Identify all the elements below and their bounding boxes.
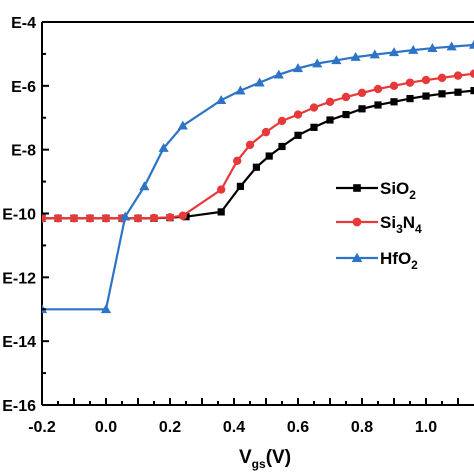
data-point	[165, 213, 175, 222]
data-point	[438, 90, 446, 98]
series-2	[42, 69, 474, 223]
data-point	[273, 69, 284, 79]
data-point	[422, 92, 430, 100]
data-point	[278, 142, 286, 151]
y-tick-label: E-16	[2, 398, 36, 415]
data-point	[233, 156, 242, 166]
data-point	[388, 47, 400, 57]
data-point	[293, 110, 303, 119]
data-point	[309, 103, 319, 112]
x-tick-label: 0.6	[287, 419, 309, 436]
data-point	[139, 181, 150, 191]
data-point	[427, 43, 438, 52]
data-point	[470, 87, 474, 95]
data-point	[342, 110, 350, 119]
data-point	[437, 73, 447, 83]
data-point	[261, 127, 271, 137]
y-tick-label: E-12	[2, 270, 36, 287]
data-point	[292, 63, 304, 73]
data-point	[149, 213, 159, 223]
data-point	[236, 182, 244, 190]
data-point	[352, 217, 362, 227]
data-point	[235, 85, 246, 95]
data-point	[358, 105, 366, 113]
data-point	[454, 88, 462, 96]
data-point	[373, 84, 383, 94]
data-point	[178, 211, 187, 220]
data-point	[42, 214, 47, 223]
data-point	[405, 78, 415, 87]
data-point	[85, 214, 95, 223]
data-point	[42, 304, 48, 314]
y-tick-label: E-4	[11, 15, 36, 32]
data-point	[325, 97, 335, 106]
data-point	[351, 252, 363, 262]
data-point	[252, 163, 260, 171]
data-point	[216, 95, 227, 105]
data-point	[120, 211, 131, 221]
data-point	[69, 214, 79, 223]
data-point	[341, 92, 351, 102]
series-3	[42, 39, 474, 314]
data-point	[390, 98, 398, 106]
data-point	[310, 123, 318, 131]
data-point	[245, 140, 255, 150]
x-axis-title: Vgs(V)	[239, 447, 291, 471]
data-point	[101, 214, 111, 223]
data-point	[265, 152, 273, 160]
y-tick-label: E-6	[11, 79, 36, 96]
legend-entry: SiO2	[336, 179, 416, 202]
data-point	[177, 120, 188, 130]
data-point	[350, 52, 361, 61]
data-point	[133, 214, 143, 223]
data-point	[254, 77, 265, 87]
data-point	[421, 75, 431, 85]
x-tick-label: 0.0	[95, 419, 117, 436]
x-tick-label: -0.2	[28, 419, 56, 436]
x-tick-label: 0.2	[159, 419, 181, 436]
data-point	[312, 58, 323, 68]
x-tick-label: 1.0	[415, 419, 437, 436]
data-point	[406, 95, 414, 103]
data-point	[294, 131, 302, 139]
data-point	[53, 214, 63, 223]
data-point	[374, 101, 382, 109]
data-point	[357, 88, 367, 98]
series-line	[42, 43, 474, 311]
x-tick-label: 0.8	[351, 419, 373, 436]
data-point	[389, 81, 399, 91]
data-point	[408, 44, 419, 54]
legend-label: SiO2	[380, 179, 416, 202]
data-point	[326, 116, 334, 124]
data-point	[217, 208, 225, 216]
y-tick-label: E-8	[11, 143, 36, 160]
data-point	[353, 184, 361, 192]
data-point	[217, 185, 226, 194]
y-tick-label: E-10	[2, 207, 36, 224]
data-point	[446, 41, 457, 51]
y-tick-label: E-14	[2, 334, 36, 351]
data-point	[469, 69, 474, 78]
legend-entry: HfO2	[336, 249, 418, 272]
legend-label: HfO2	[380, 249, 418, 272]
legend-label: Si3N4	[380, 213, 422, 236]
data-point	[468, 39, 474, 49]
data-point	[453, 71, 463, 80]
legend-entry: Si3N4	[336, 213, 422, 236]
data-point	[369, 49, 380, 59]
data-point	[277, 116, 287, 126]
x-tick-label: 0.4	[223, 419, 245, 436]
data-point	[331, 55, 342, 65]
data-point	[100, 304, 112, 314]
data-point	[158, 142, 169, 152]
